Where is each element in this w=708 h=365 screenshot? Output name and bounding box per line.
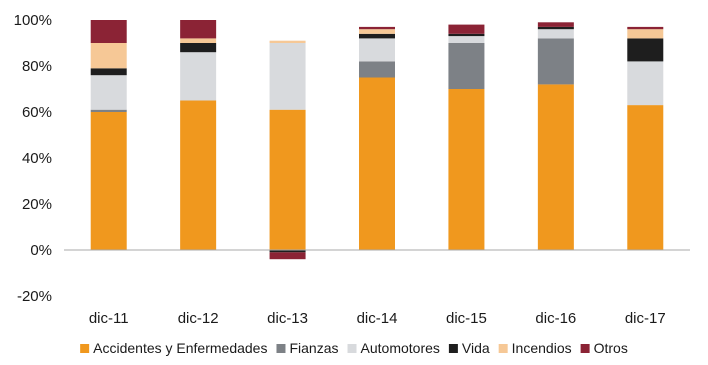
- bar-segment: [627, 29, 664, 39]
- bar-segment: [90, 20, 127, 43]
- bar-segment: [448, 33, 485, 37]
- y-axis-ticks: 100% 80% 60% 40% 20% 0% -20%: [14, 12, 52, 305]
- bar-segment: [359, 29, 395, 34]
- bar-segment: [180, 43, 217, 53]
- bar-segment: [180, 20, 217, 39]
- bar-segment: [269, 252, 306, 260]
- bar-segment: [627, 26, 664, 30]
- y-tick-label: 40%: [22, 150, 52, 167]
- bar-segment: [448, 43, 485, 89]
- x-tick-label: dic-17: [625, 310, 666, 327]
- bar-segment: [90, 68, 127, 76]
- bar-segment: [359, 26, 395, 30]
- y-tick-label: 0%: [30, 242, 52, 259]
- bar-segment: [90, 75, 127, 110]
- y-tick-label: 60%: [22, 104, 52, 121]
- bar-segment: [537, 26, 574, 30]
- legend-item: Vida: [448, 340, 490, 356]
- x-tick-label: dic-11: [89, 310, 129, 327]
- x-tick-label: dic-13: [267, 310, 308, 327]
- bar-segment: [537, 38, 574, 85]
- legend-swatch: [276, 344, 286, 353]
- bar-segment: [627, 61, 664, 106]
- x-tick-label: dic-12: [178, 310, 219, 327]
- bar-segment: [359, 61, 395, 78]
- legend-label: Fianzas: [289, 340, 338, 356]
- bar-segment: [537, 22, 574, 27]
- bar-segment: [448, 24, 485, 34]
- legend-item: Incendios: [498, 340, 572, 356]
- legend-item: Otros: [580, 340, 628, 356]
- bar-segment: [537, 29, 574, 39]
- legend-swatch: [498, 344, 508, 353]
- bar-segment: [269, 250, 306, 253]
- bar-segment: [537, 84, 574, 251]
- legend-label: Automotores: [361, 340, 440, 356]
- legend-item: Accidentes y Enfermedades: [80, 340, 267, 356]
- legend-swatch: [80, 344, 90, 353]
- x-axis-ticks: dic-11 dic-12 dic-13 dic-14 dic-15 dic-16 dic-…: [89, 310, 666, 327]
- x-tick-label: dic-14: [357, 310, 398, 327]
- y-tick-label: 20%: [22, 196, 52, 213]
- legend-label: Vida: [462, 340, 490, 356]
- y-tick-label: 80%: [22, 58, 52, 75]
- bar-segment: [269, 43, 306, 110]
- legend-label: Incendios: [512, 340, 572, 356]
- legend-item: Fianzas: [276, 340, 339, 356]
- bar-segment: [180, 38, 217, 43]
- legend-label: Otros: [594, 340, 628, 356]
- bar-segment: [359, 33, 395, 39]
- bar-segment: [269, 40, 306, 43]
- x-tick-label: dic-16: [535, 310, 576, 327]
- y-tick-label: 100%: [14, 12, 52, 29]
- bar-segment: [90, 43, 127, 69]
- bar-segment: [627, 38, 664, 62]
- legend-swatch: [347, 344, 357, 353]
- bars: [90, 20, 664, 260]
- bar-segment: [90, 109, 127, 112]
- bar-segment: [359, 77, 395, 250]
- bar-segment: [180, 52, 217, 101]
- x-tick-label: dic-15: [446, 310, 487, 327]
- bar-segment: [269, 109, 306, 250]
- bar-segment: [627, 105, 664, 250]
- legend-swatch: [448, 344, 458, 353]
- bar-segment: [359, 38, 395, 62]
- legend-label: Accidentes y Enfermedades: [93, 340, 267, 356]
- bar-segment: [180, 100, 217, 250]
- bar-segment: [448, 89, 485, 250]
- bar-segment: [448, 36, 485, 43]
- bar-segment: [90, 112, 127, 250]
- legend-swatch: [580, 344, 590, 353]
- legend: Accidentes y Enfermedades Fianzas Automoto…: [80, 340, 628, 356]
- legend-item: Automotores: [347, 340, 440, 356]
- y-tick-label: -20%: [17, 288, 52, 305]
